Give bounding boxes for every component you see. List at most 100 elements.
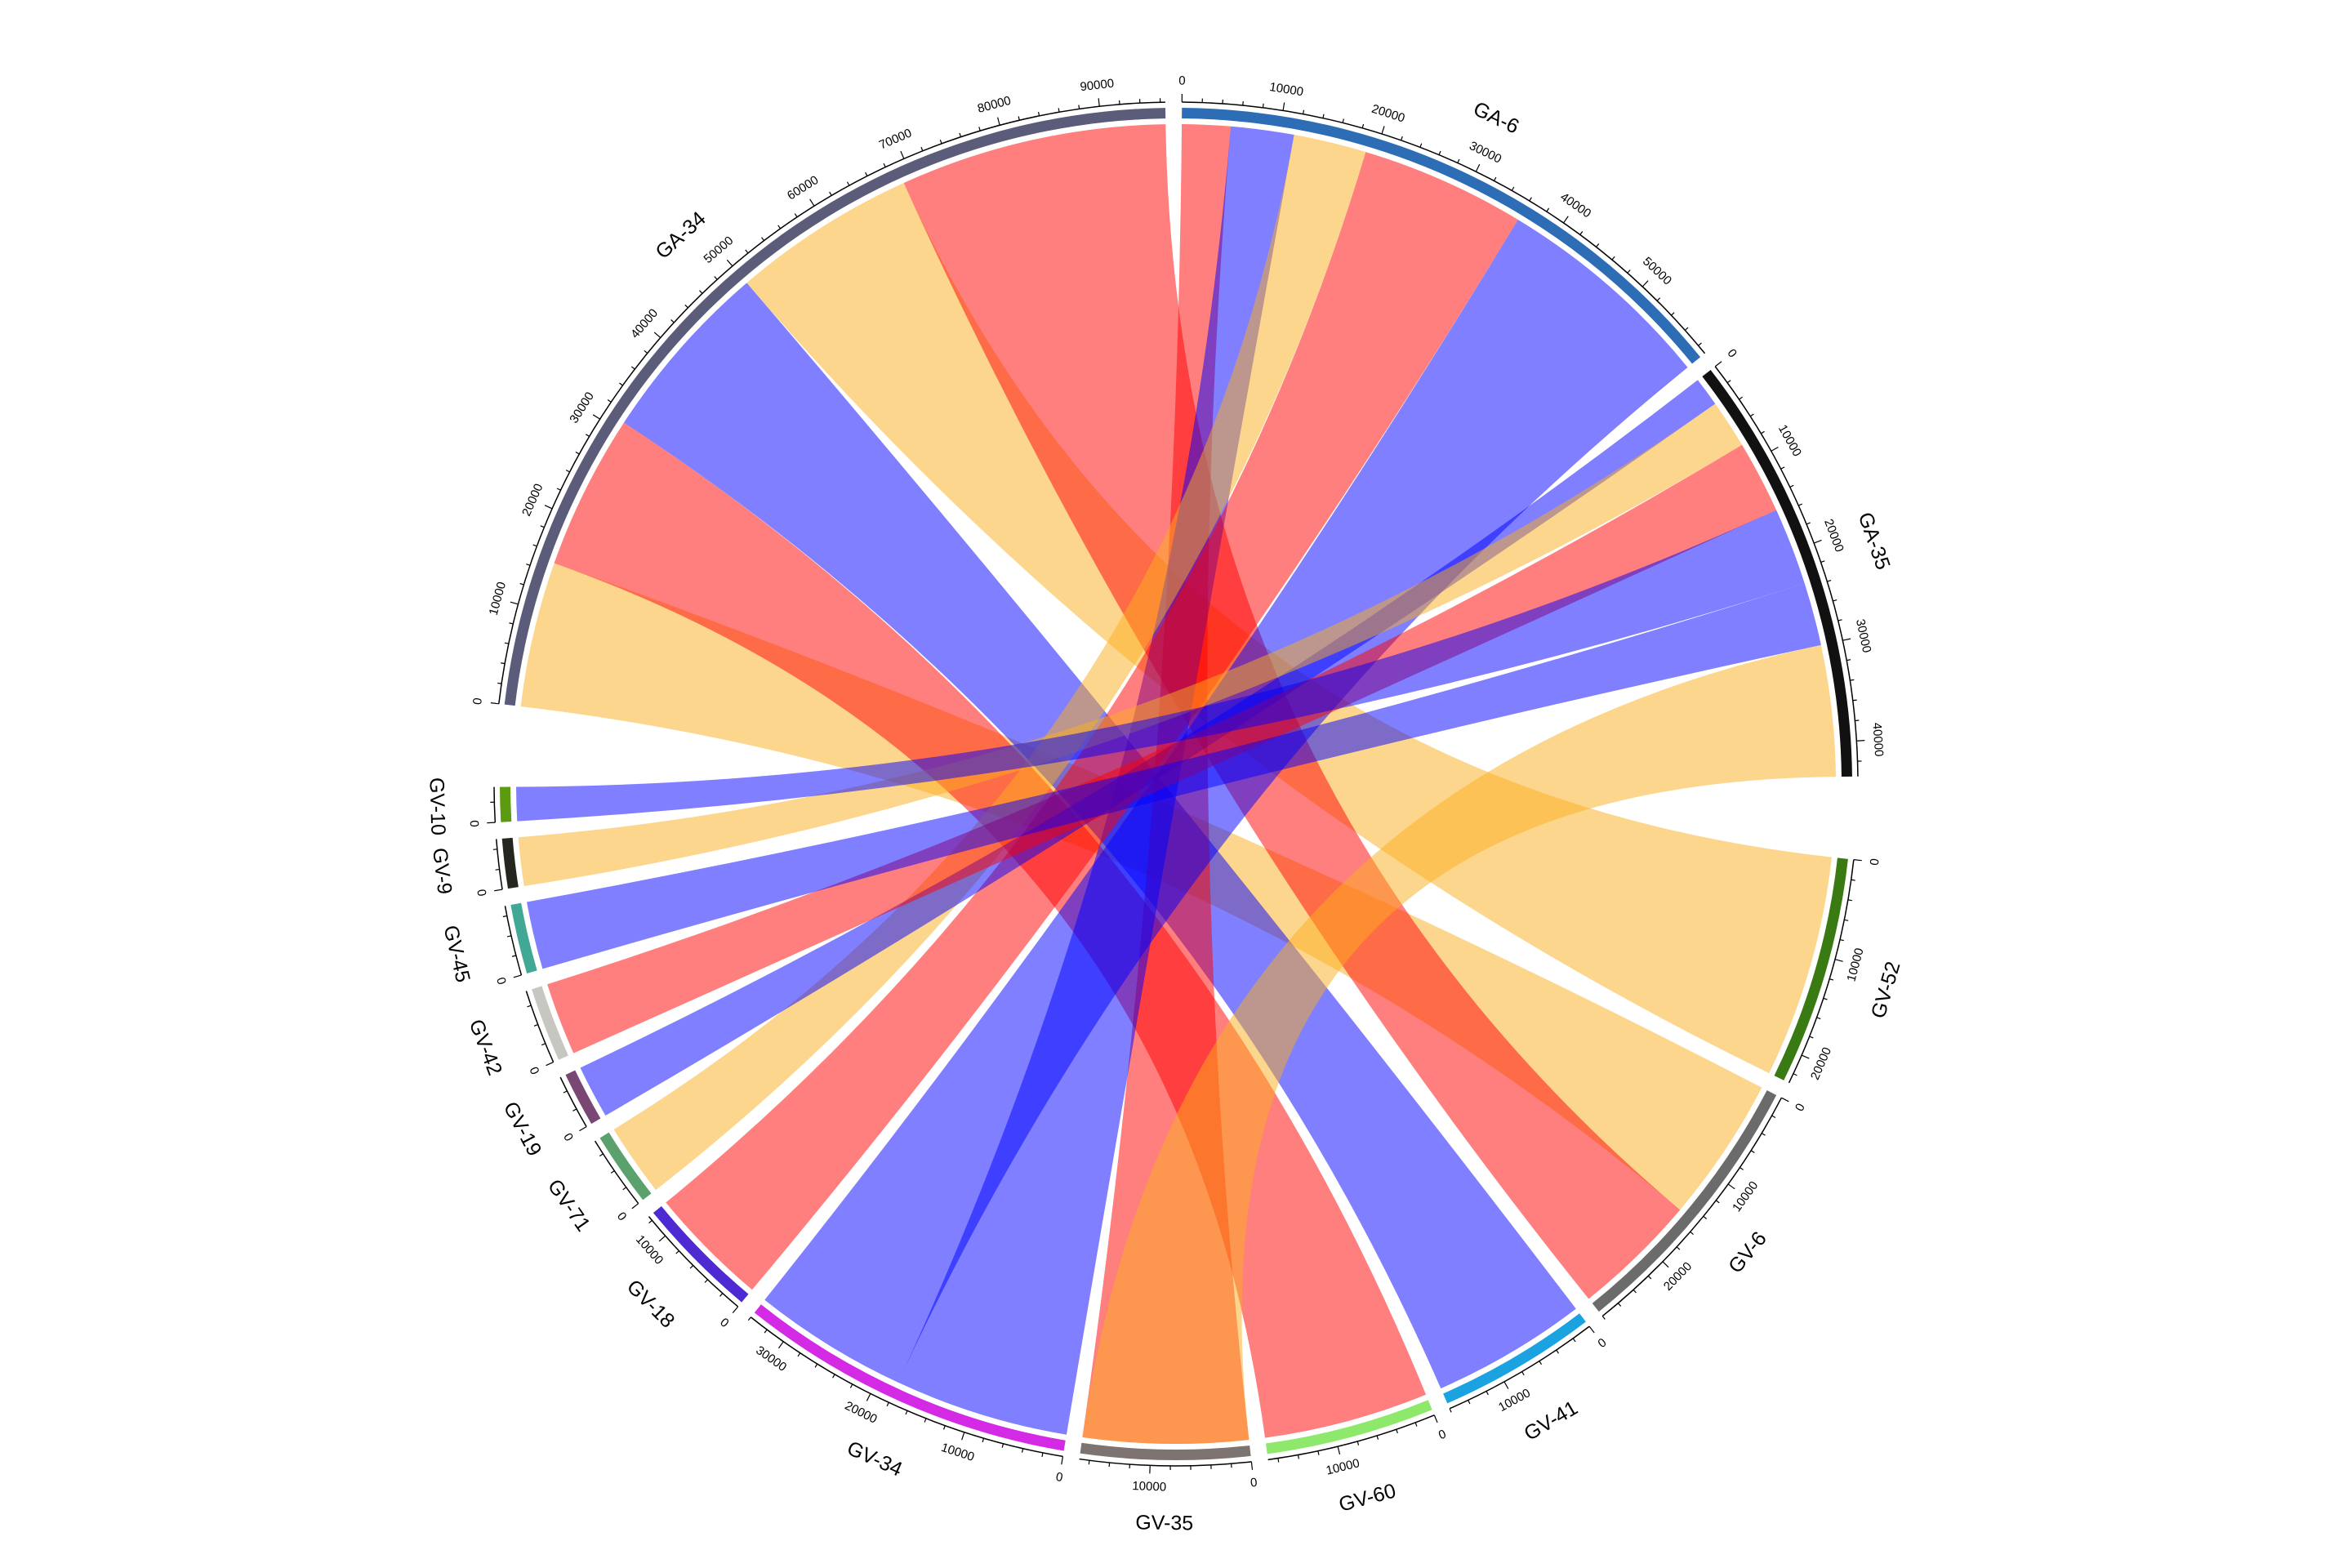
major-tick-ga-6 xyxy=(1642,280,1649,287)
minor-tick-ga-34 xyxy=(607,399,612,403)
sector-band-gv-34 xyxy=(754,1304,1066,1451)
major-tick-ga-34 xyxy=(900,150,905,159)
minor-tick-ga-34 xyxy=(745,249,749,254)
minor-tick-gv-41 xyxy=(1539,1361,1543,1365)
tick-label-gv-60: 0 xyxy=(1437,1427,1448,1442)
minor-tick-gv-34 xyxy=(924,1418,927,1423)
major-tick-gv-9 xyxy=(494,889,503,892)
major-tick-ga-35 xyxy=(1813,539,1822,544)
tick-label-ga-34: 50000 xyxy=(702,234,737,266)
sector-axis-gv-6 xyxy=(1601,1097,1783,1317)
minor-tick-ga-34 xyxy=(699,290,703,294)
sector-axis-gv-60 xyxy=(1267,1414,1435,1461)
minor-tick-ga-34 xyxy=(519,582,524,586)
minor-tick-gv-6 xyxy=(1740,1167,1744,1170)
major-tick-gv-6 xyxy=(1662,1261,1669,1268)
major-tick-gv-10 xyxy=(487,822,496,824)
major-tick-gv-34 xyxy=(777,1341,784,1349)
minor-tick-ga-34 xyxy=(920,146,924,151)
minor-tick-ga-6 xyxy=(1511,186,1515,191)
minor-tick-ga-35 xyxy=(1789,484,1794,488)
minor-tick-gv-34 xyxy=(747,1316,751,1321)
minor-tick-ga-6 xyxy=(1401,136,1403,140)
minor-tick-gv-6 xyxy=(1690,1231,1694,1236)
sector-label-gv-10: GV-10 xyxy=(425,777,449,836)
minor-tick-gv-41 xyxy=(1486,1391,1489,1396)
minor-tick-gv-18 xyxy=(704,1279,708,1283)
major-tick-ga-35 xyxy=(1771,446,1779,452)
minor-tick-gv-42 xyxy=(533,1024,538,1027)
minor-tick-gv-34 xyxy=(764,1329,768,1334)
minor-tick-gv-18 xyxy=(689,1265,694,1269)
minor-tick-gv-6 xyxy=(1647,1275,1652,1280)
minor-tick-ga-6 xyxy=(1627,270,1631,274)
major-tick-ga-34 xyxy=(490,702,499,705)
tick-label-ga-35: 0 xyxy=(1724,346,1740,360)
sector-axis-ga-35 xyxy=(1714,366,1859,777)
minor-tick-gv-34 xyxy=(905,1410,908,1415)
major-tick-gv-52 xyxy=(1853,858,1862,862)
sector-label-gv-18: GV-18 xyxy=(622,1276,679,1333)
minor-tick-gv-52 xyxy=(1847,899,1852,902)
minor-tick-ga-6 xyxy=(1596,243,1600,247)
sector-label-ga-6: GA-6 xyxy=(1470,97,1523,139)
tick-label-gv-35: 0 xyxy=(1250,1476,1258,1490)
minor-tick-gv-6 xyxy=(1750,1150,1755,1154)
links-layer xyxy=(516,124,1836,1444)
tick-label-gv-60: 10000 xyxy=(1325,1456,1361,1477)
sector-gv-45: 0 GV-45 xyxy=(439,902,537,987)
minor-tick-gv-34 xyxy=(942,1425,946,1430)
major-tick-ga-34 xyxy=(592,414,600,420)
tick-label-gv-6: 10000 xyxy=(1730,1178,1761,1214)
sector-band-gv-71 xyxy=(599,1132,652,1200)
sector-axis-gv-42 xyxy=(525,991,555,1062)
major-tick-ga-34 xyxy=(1098,98,1100,107)
tick-label-ga-35: 10000 xyxy=(1775,422,1804,459)
minor-tick-gv-6 xyxy=(1617,1303,1622,1307)
major-tick-gv-71 xyxy=(631,1203,639,1209)
link-ga-35-to-gv-9 xyxy=(518,403,1743,887)
minor-tick-gv-34 xyxy=(797,1352,801,1357)
sector-gv-35: 0 10000 GV-35 xyxy=(1079,1442,1258,1535)
minor-tick-ga-35 xyxy=(1760,430,1765,434)
minor-tick-gv-71 xyxy=(622,1187,627,1191)
link-ga-6-to-gv-71 xyxy=(613,135,1366,1191)
link-ga-35-to-gv-45 xyxy=(527,583,1821,969)
link-ga-35-to-gv-19 xyxy=(580,380,1716,1116)
minor-tick-ga-35 xyxy=(1833,599,1838,602)
minor-tick-ga-34 xyxy=(644,350,648,354)
minor-tick-ga-34 xyxy=(509,622,514,625)
minor-tick-gv-19 xyxy=(572,1108,577,1111)
minor-tick-ga-35 xyxy=(1780,466,1785,470)
link-ga-34-to-gv-6 xyxy=(520,563,1762,1210)
major-tick-ga-6 xyxy=(1381,126,1385,135)
tick-label-gv-52: 20000 xyxy=(1808,1045,1834,1082)
minor-tick-ga-34 xyxy=(1078,105,1080,109)
tick-label-ga-6: 40000 xyxy=(1557,190,1593,221)
tick-label-ga-35: 30000 xyxy=(1853,618,1873,654)
tick-label-gv-42: 0 xyxy=(526,1065,541,1077)
minor-tick-ga-6 xyxy=(1671,312,1675,316)
minor-tick-gv-60 xyxy=(1396,1429,1398,1434)
sector-band-gv-19 xyxy=(565,1070,601,1125)
minor-tick-ga-6 xyxy=(1303,109,1305,114)
sector-band-gv-41 xyxy=(1443,1313,1586,1404)
minor-tick-gv-41 xyxy=(1521,1371,1525,1376)
tick-label-ga-6: 0 xyxy=(1178,74,1185,87)
minor-tick-ga-34 xyxy=(670,319,675,323)
minor-tick-ga-6 xyxy=(1361,123,1365,128)
major-tick-ga-35 xyxy=(1856,740,1865,742)
tick-label-ga-34: 80000 xyxy=(976,94,1013,116)
minor-tick-gv-41 xyxy=(1449,1408,1452,1413)
major-tick-gv-34 xyxy=(1061,1456,1064,1465)
minor-tick-ga-34 xyxy=(497,682,502,684)
sector-band-gv-52 xyxy=(1774,858,1848,1080)
tick-label-gv-9: 0 xyxy=(474,889,488,898)
minor-tick-ga-34 xyxy=(630,366,635,370)
minor-tick-ga-34 xyxy=(501,662,506,665)
minor-tick-ga-35 xyxy=(1850,679,1855,681)
tick-label-ga-6: 20000 xyxy=(1370,102,1406,126)
tick-label-gv-41: 10000 xyxy=(1496,1386,1533,1414)
tick-label-ga-34: 30000 xyxy=(567,390,597,425)
tick-label-ga-34: 20000 xyxy=(519,482,546,519)
